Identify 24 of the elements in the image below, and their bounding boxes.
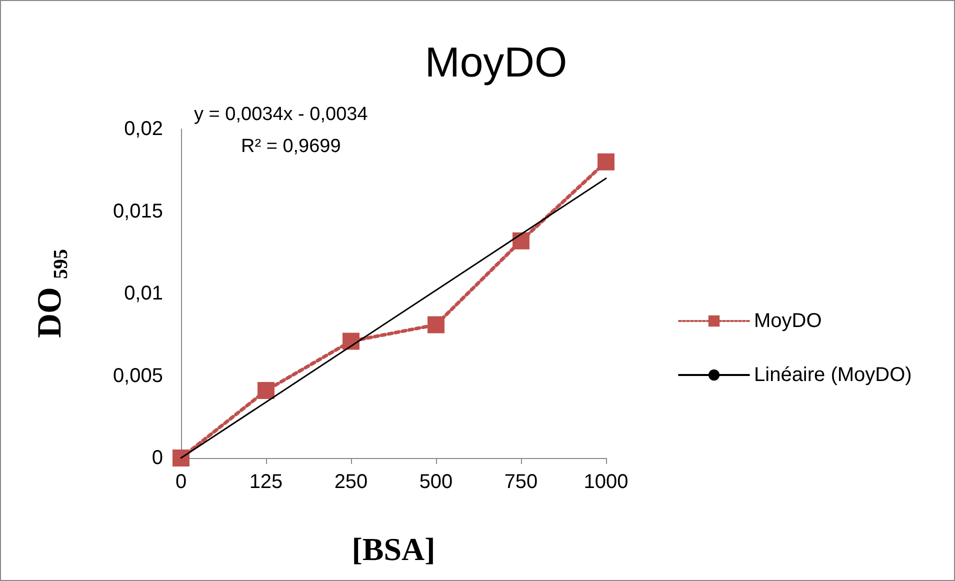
chart-title: MoyDO	[424, 38, 568, 86]
point	[598, 153, 614, 170]
y-axis-title: DO595	[32, 249, 72, 338]
point	[512, 232, 530, 250]
x-tick-label: 500	[419, 471, 453, 493]
point	[342, 332, 360, 350]
y-tick-label: 0,02	[124, 118, 163, 140]
x-tick-label: 125	[249, 471, 283, 493]
legend-label: Linéaire (MoyDO)	[754, 364, 912, 386]
point	[428, 316, 444, 334]
legend-label: MoyDO	[754, 310, 822, 332]
y-tick-label: 0,005	[112, 364, 163, 387]
point	[172, 450, 190, 466]
x-tick-label: 0	[175, 471, 187, 493]
x-tick-label: 250	[334, 471, 368, 493]
annotation: R² = 0,9699	[241, 136, 341, 157]
y-tick-label: 0,01	[124, 282, 163, 304]
text: y = 0,0034x - 0,0034	[194, 104, 368, 125]
x-tick-label: 750	[504, 471, 538, 493]
point	[258, 382, 274, 400]
y-tick-label: 0,015	[112, 200, 163, 222]
y-tick-label: 0	[152, 447, 163, 469]
x-axis-title: [BSA]	[352, 531, 436, 567]
x-tick-label: 1000	[584, 471, 628, 493]
